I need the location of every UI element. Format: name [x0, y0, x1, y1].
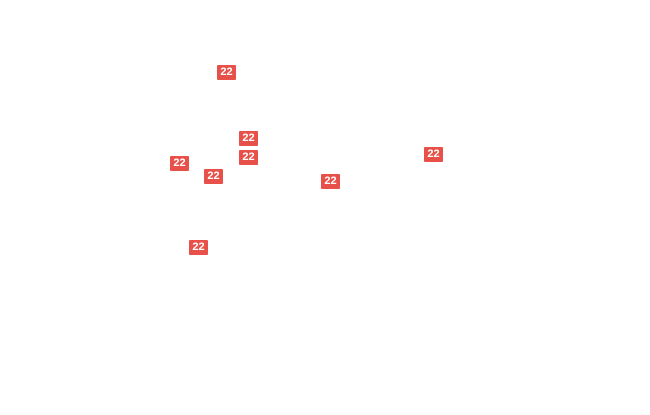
route-marker[interactable]: 22	[217, 65, 236, 80]
route-marker[interactable]: 22	[204, 169, 223, 184]
route-marker[interactable]: 22	[189, 240, 208, 255]
route-marker[interactable]: 22	[239, 150, 258, 165]
route-marker[interactable]: 22	[170, 156, 189, 171]
route-marker[interactable]: 22	[424, 147, 443, 162]
route-marker[interactable]: 22	[321, 174, 340, 189]
route-marker[interactable]: 22	[239, 131, 258, 146]
